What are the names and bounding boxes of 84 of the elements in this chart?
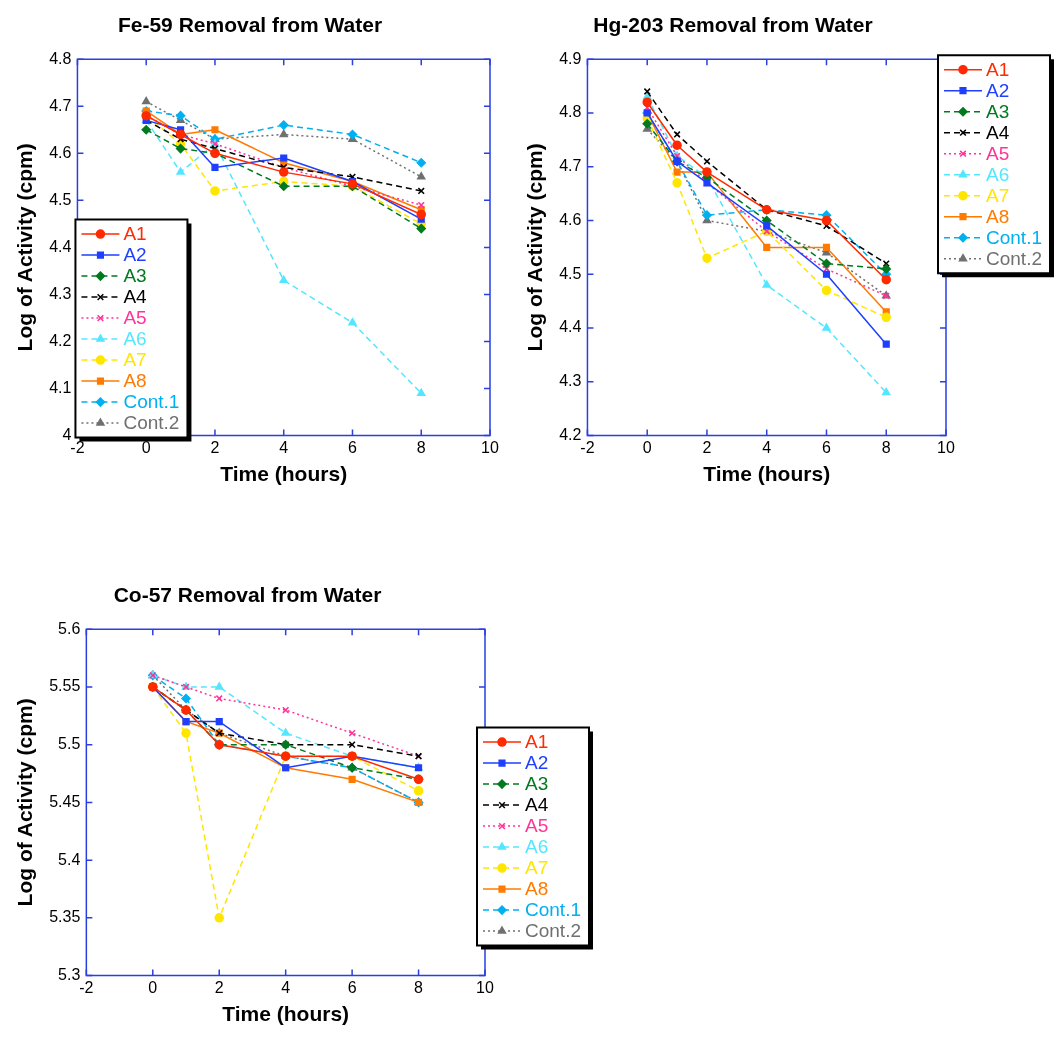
y-tick-label: 5.35 xyxy=(49,908,81,926)
y-tick-label: 5.55 xyxy=(49,677,81,695)
y-axis-title: Log of Activity (cpm) xyxy=(13,143,37,352)
x-tick-label: 8 xyxy=(414,978,424,996)
x-tick-label: 0 xyxy=(148,978,158,996)
legend-label: A7 xyxy=(123,349,147,371)
x-tick-label: 2 xyxy=(214,978,224,996)
x-axis-title: Time (hours) xyxy=(222,1002,350,1026)
x-tick-label: 4 xyxy=(281,978,291,996)
legend-label: A3 xyxy=(525,773,549,795)
legend-label: Cont.1 xyxy=(123,391,180,413)
y-tick-label: 4 xyxy=(62,426,72,444)
y-tick-label: 4.2 xyxy=(559,426,582,444)
legend-label: A2 xyxy=(986,79,1010,101)
x-tick-label: -2 xyxy=(70,438,85,456)
x-tick-label: 0 xyxy=(642,438,652,456)
x-tick-label: 2 xyxy=(210,438,220,456)
y-tick-label: 4.6 xyxy=(49,143,72,161)
legend-label: A5 xyxy=(525,815,549,837)
chart-title: Hg-203 Removal from Water xyxy=(593,13,873,37)
chart-title: Co-57 Removal from Water xyxy=(113,583,382,607)
x-axis-title: Time (hours) xyxy=(220,462,348,486)
y-tick-label: 4.5 xyxy=(49,190,72,208)
legend-label: Cont.2 xyxy=(986,247,1042,269)
x-tick-label: 10 xyxy=(937,438,955,456)
legend-label: A5 xyxy=(986,142,1010,164)
legend-label: A8 xyxy=(986,205,1010,227)
legend-label: A5 xyxy=(123,307,147,329)
y-tick-label: 4.7 xyxy=(49,96,72,114)
legend-label: A6 xyxy=(525,836,549,858)
legend-label: A8 xyxy=(123,370,147,392)
y-tick-label: 4.5 xyxy=(559,264,582,282)
x-tick-label: 6 xyxy=(822,438,832,456)
y-axis-title: Log of Activity (cpm) xyxy=(13,698,37,907)
y-tick-label: 4.6 xyxy=(559,210,582,228)
y-tick-label: 4.4 xyxy=(559,318,582,336)
legend-label: Cont.1 xyxy=(986,226,1042,248)
x-tick-label: 6 xyxy=(348,438,358,456)
x-tick-label: 10 xyxy=(476,978,494,996)
y-tick-label: 4.1 xyxy=(49,378,72,396)
legend-label: Cont.2 xyxy=(123,412,180,434)
legend-label: A4 xyxy=(986,121,1010,143)
legend-label: A7 xyxy=(525,857,549,879)
legend-label: A7 xyxy=(986,184,1010,206)
y-tick-label: 5.5 xyxy=(58,735,81,753)
x-tick-label: 0 xyxy=(141,438,151,456)
y-tick-label: 4.8 xyxy=(559,103,582,121)
x-tick-label: 4 xyxy=(279,438,289,456)
y-tick-label: 4.3 xyxy=(49,284,72,302)
legend-label: A8 xyxy=(525,878,549,900)
legend-label: A6 xyxy=(986,163,1010,185)
y-axis-title: Log of Activity (cpm) xyxy=(523,143,547,352)
x-tick-label: 8 xyxy=(416,438,426,456)
legend-label: A1 xyxy=(123,223,147,245)
x-tick-label: 6 xyxy=(347,978,357,996)
legend-label: A1 xyxy=(525,731,549,753)
legend-label: A2 xyxy=(525,752,549,774)
legend-label: A2 xyxy=(123,244,147,266)
y-tick-label: 5.45 xyxy=(49,792,81,810)
legend-label: A4 xyxy=(123,286,148,308)
y-tick-label: 4.9 xyxy=(559,49,582,67)
x-tick-label: 10 xyxy=(481,438,499,456)
y-tick-label: 4.8 xyxy=(49,49,72,67)
y-tick-label: 5.3 xyxy=(58,966,81,984)
legend-label: A3 xyxy=(123,265,147,287)
y-tick-label: 4.7 xyxy=(559,157,582,175)
legend-label: A4 xyxy=(525,794,549,816)
x-axis-title: Time (hours) xyxy=(703,462,831,486)
x-tick-label: -2 xyxy=(580,438,595,456)
legend-label: Cont.1 xyxy=(525,899,581,921)
legend-label: A1 xyxy=(986,58,1010,80)
x-tick-label: 2 xyxy=(702,438,712,456)
y-tick-label: 5.6 xyxy=(58,619,81,637)
x-tick-label: 4 xyxy=(762,438,772,456)
x-tick-label: 8 xyxy=(881,438,891,456)
y-tick-label: 4.4 xyxy=(49,237,72,255)
legend-label: A6 xyxy=(123,328,147,350)
legend-label: Cont.2 xyxy=(525,920,581,942)
x-tick-label: -2 xyxy=(79,978,94,996)
chart-title: Fe-59 Removal from Water xyxy=(117,13,383,37)
legend-label: A3 xyxy=(986,100,1010,122)
y-tick-label: 4.3 xyxy=(559,372,582,390)
y-tick-label: 5.4 xyxy=(58,850,81,868)
y-tick-label: 4.2 xyxy=(49,331,72,349)
